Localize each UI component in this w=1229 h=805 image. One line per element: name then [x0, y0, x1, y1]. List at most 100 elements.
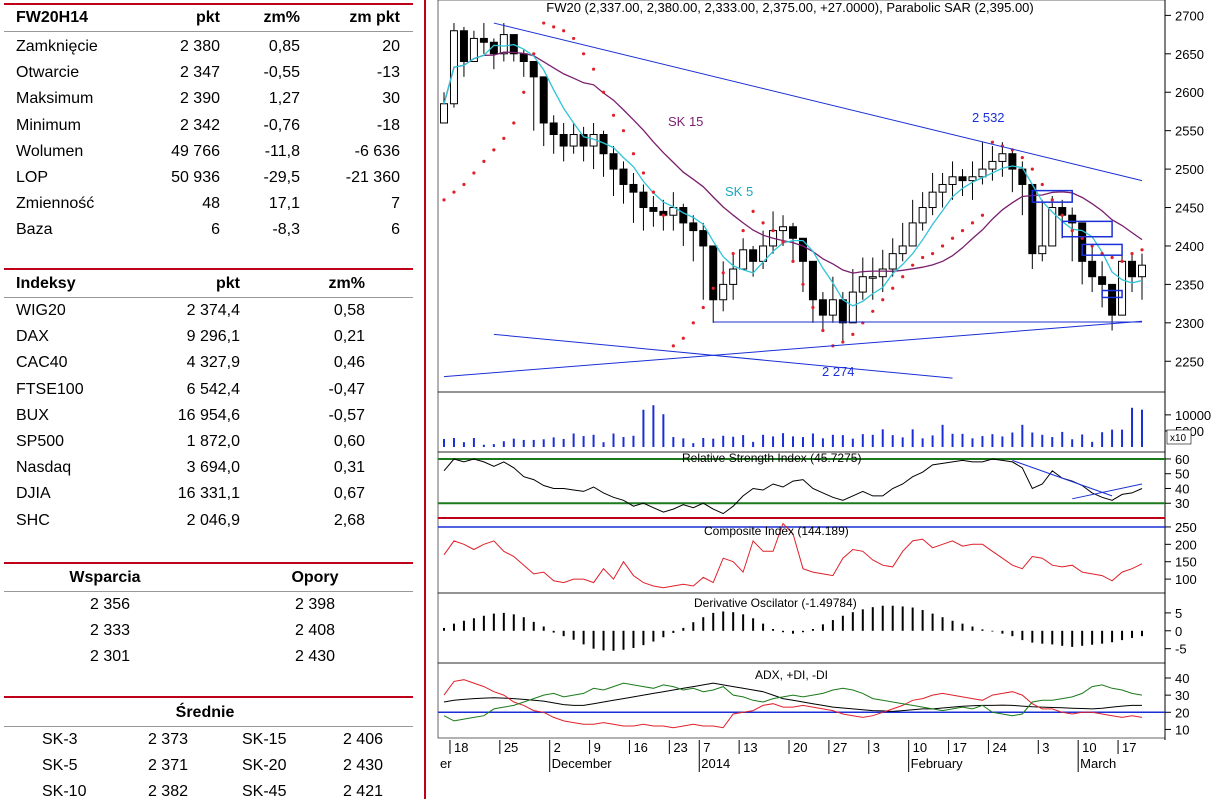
- candle-body: [1008, 153, 1017, 170]
- sar-dot: [950, 236, 955, 240]
- rsi-tick-label: 60: [1175, 452, 1189, 467]
- candle-body: [1088, 260, 1097, 278]
- indices-header: Indeksy pkt zm%: [0, 274, 413, 294]
- sar-dot: [462, 182, 466, 187]
- sar-dot: [681, 336, 685, 340]
- sar-dot: [761, 221, 765, 225]
- date-tick-label: 18: [454, 740, 468, 755]
- index-name: WIG20: [16, 302, 66, 319]
- low-label: 2 274: [822, 364, 855, 379]
- index-row: CAC40 4 327,9 0,46: [0, 350, 413, 376]
- index-value: 6 542,4: [186, 380, 240, 398]
- candle-body: [749, 249, 758, 262]
- candle-body: [559, 134, 568, 147]
- sar-dot: [891, 286, 895, 290]
- sar-dot: [611, 113, 616, 117]
- levels-row: 2 333 2 408: [0, 618, 413, 644]
- support-value: 2 356: [89, 596, 131, 613]
- sar-dot: [711, 286, 715, 290]
- sk15-label: SK 15: [668, 114, 703, 129]
- trendline-upper: [493, 22, 1143, 182]
- candle-body: [479, 37, 488, 43]
- sk5-line: [443, 43, 1143, 307]
- futures-row-pkt: 2 390: [179, 90, 220, 108]
- average-value: 2 373: [147, 731, 188, 748]
- index-name: Nasdaq: [16, 459, 72, 477]
- sar-dot: [1120, 259, 1124, 263]
- index-value: 2 374,4: [186, 302, 240, 319]
- index-value: 16 954,6: [177, 406, 240, 424]
- sar-dot: [442, 198, 446, 202]
- futures-row-pkt: 50 936: [171, 169, 220, 186]
- futures-row: Minimum 2 342 -0,76 -18: [0, 113, 413, 139]
- futures-header-change: zm pkt: [349, 9, 400, 26]
- sar-dot: [940, 244, 945, 248]
- index-change: 0,31: [333, 459, 365, 477]
- sar-dot: [1040, 182, 1044, 187]
- candle-body: [858, 276, 867, 293]
- averages-row: SK-10 2 382 SK-45 2 421: [0, 779, 413, 805]
- index-value: 2 046,9: [186, 511, 240, 529]
- futures-header-pkt: pkt: [196, 9, 220, 26]
- candle-body: [629, 183, 638, 193]
- levels-header: Wsparcia Opory: [0, 568, 413, 588]
- do-tick-label: 0: [1175, 624, 1182, 639]
- month-label: February: [911, 756, 964, 771]
- sar-dot: [741, 228, 745, 233]
- sar-dot: [821, 328, 825, 333]
- candle-body: [579, 134, 588, 147]
- candle-body: [789, 226, 797, 239]
- index-change: 2,68: [333, 511, 365, 529]
- futures-header-title: FW20H14: [16, 9, 89, 26]
- candle-body: [1068, 214, 1077, 224]
- sar-dot: [771, 228, 775, 233]
- futures-row: LOP 50 936 -29,5 -21 360: [0, 165, 413, 191]
- average-name: SK-45: [242, 783, 287, 801]
- average-value: 2 371: [147, 757, 188, 775]
- candle-body: [539, 76, 548, 124]
- index-value: 4 327,9: [186, 354, 240, 372]
- futures-row-label: Otwarcie: [16, 64, 80, 82]
- average-name: SK-10: [42, 783, 87, 801]
- futures-row-pkt: 2 380: [179, 38, 220, 55]
- sar-dot: [522, 90, 526, 94]
- candle-body: [998, 153, 1007, 162]
- price-tick-label: 2400: [1175, 239, 1204, 254]
- index-change: -0,57: [328, 406, 365, 424]
- candle-body: [779, 226, 788, 232]
- averages-header-title: Średnie: [175, 704, 235, 721]
- futures-row-change: 7: [391, 195, 400, 213]
- futures-row: Baza 6 -8,3 6: [0, 217, 413, 243]
- date-tick-label: 17: [1122, 740, 1136, 755]
- date-tick-label: 3: [873, 740, 880, 755]
- sar-dot: [482, 159, 486, 164]
- ci-tick-label: 100: [1175, 572, 1197, 587]
- candle-body: [699, 230, 708, 247]
- support-value: 2 333: [89, 622, 131, 640]
- resistance-value: 2 398: [294, 596, 336, 613]
- candle-body: [499, 34, 508, 55]
- date-tick-label: 3: [1042, 740, 1049, 755]
- sar-dot: [651, 190, 655, 194]
- candle-body: [908, 222, 917, 247]
- date-tick-label: 23: [673, 740, 687, 755]
- futures-row-change: -18: [376, 116, 400, 134]
- date-tick-label: 13: [743, 740, 757, 755]
- candle-body: [868, 276, 877, 279]
- average-name: SK-3: [42, 731, 78, 748]
- resistance-box: [1061, 220, 1113, 238]
- index-row: WIG20 2 374,4 0,58: [0, 298, 413, 324]
- futures-row: Otwarcie 2 347 -0,55 -13: [0, 60, 413, 86]
- levels-row: 2 356 2 398: [0, 592, 413, 618]
- candle-body: [1098, 276, 1107, 285]
- sk15-line: [443, 51, 1143, 274]
- divider: [4, 726, 413, 727]
- date-tick-label: 17: [953, 740, 967, 755]
- index-value: 1 872,0: [186, 433, 240, 450]
- date-tick-label: 9: [594, 740, 601, 755]
- average-name: SK-15: [242, 731, 287, 748]
- price-tick-label: 2650: [1175, 47, 1204, 62]
- date-tick-label: 10: [1082, 740, 1096, 755]
- sar-dot: [671, 344, 675, 348]
- minus-di-line: [443, 682, 1143, 722]
